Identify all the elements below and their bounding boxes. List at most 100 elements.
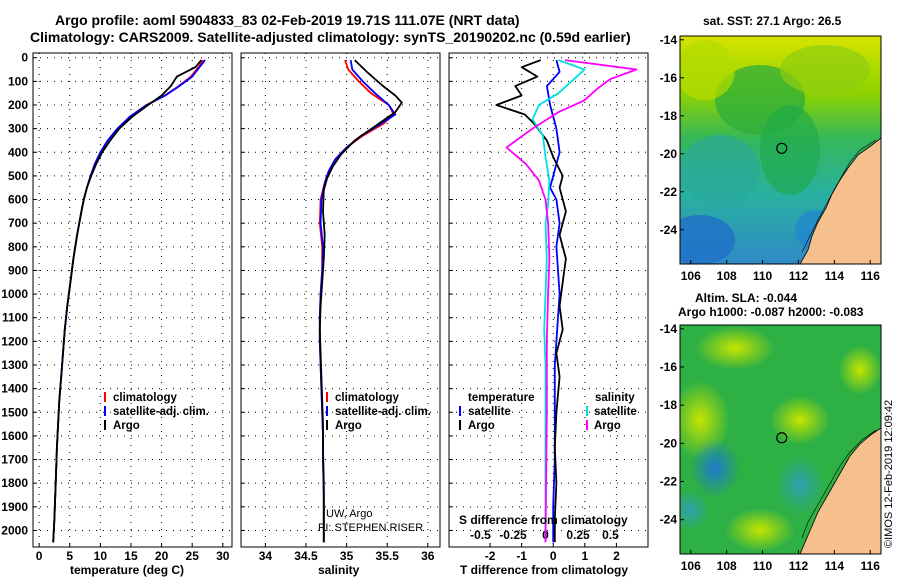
y-tick-label: 500 — [8, 169, 28, 183]
y-tick-label: 1900 — [1, 500, 28, 514]
panel-salinity-frame — [240, 52, 441, 548]
map-x-tick-label: 106 — [681, 559, 701, 573]
legend-label-t-argo: Argo — [468, 420, 495, 432]
y-tick-label: 1600 — [1, 429, 28, 443]
grid-layer — [33, 53, 648, 547]
map-sla-land — [799, 427, 881, 554]
imos-credit: ©IMOS 12-Feb-2019 12:09:42 — [883, 400, 895, 548]
y-tick-label: 800 — [8, 240, 28, 254]
x-tick-label: -1 — [516, 549, 527, 563]
map-sst-land — [799, 137, 881, 264]
legend-salinity: climatology satellite-adj. clim. Argo — [326, 392, 431, 432]
map-y-tick-label: -22 — [660, 474, 678, 488]
x-tick-label-s: -0.5 — [470, 528, 491, 542]
legend-label-satellite: satellite-adj. clim. — [335, 406, 431, 418]
map-x-tick-label: 114 — [825, 559, 845, 573]
y-tick-label: 600 — [8, 193, 28, 207]
series-layer — [52, 59, 638, 543]
y-tick-label: 400 — [8, 145, 28, 159]
map-y-tick-label: -24 — [660, 513, 678, 527]
x-tick-label: 25 — [186, 549, 200, 563]
legend-difference: temperature salinity satellite Argo sate… — [459, 392, 637, 432]
y-tick-label: 700 — [8, 216, 28, 230]
map-x-tick-label: 112 — [789, 269, 809, 283]
map-sst-profile-marker — [776, 142, 788, 154]
map-sla-title: Altim. SLA: -0.044 — [695, 291, 797, 305]
map-y-tick-label: -16 — [660, 360, 678, 374]
x-tick-label: 0 — [550, 549, 557, 563]
legend-swatch-s-argo — [586, 420, 588, 430]
series-t-satellite — [546, 59, 561, 543]
x-tick-label: 2 — [613, 549, 620, 563]
legend-label-satellite: satellite-adj. clim. — [113, 406, 209, 418]
map-x-tick-label: 116 — [861, 559, 881, 573]
header-line2: Climatology: CARS2009. Satellite-adjuste… — [30, 29, 631, 45]
map-sst-image — [680, 36, 881, 264]
series-satellite-adj-clim- — [52, 59, 206, 543]
panel-temperature-frame — [32, 52, 233, 548]
y-tick-label: 1400 — [1, 382, 28, 396]
x-tick-label: 35.5 — [376, 549, 400, 563]
map-x-tick-label: 114 — [825, 269, 845, 283]
legend-label-argo: Argo — [335, 420, 362, 432]
x-tick-label-s: 0.25 — [566, 528, 590, 542]
map-x-tick-label: 108 — [717, 269, 737, 283]
map-sla-profile-marker — [776, 432, 788, 444]
legend-label-argo: Argo — [113, 420, 140, 432]
map-y-tick-label: -24 — [660, 223, 678, 237]
x-tick-label: 0 — [36, 549, 43, 563]
map-x-tick-label: 108 — [717, 559, 737, 573]
series-climatology — [318, 59, 395, 543]
legend-label-s-satellite: satellite — [594, 406, 637, 418]
map-y-tick-label: -18 — [660, 109, 678, 123]
legend-label-s-argo: Argo — [594, 420, 621, 432]
y-tick-label: 900 — [8, 263, 28, 277]
legend-title-salinity: salinity — [595, 392, 635, 404]
x-tick-label: 5 — [66, 549, 73, 563]
legend-swatch-t-satellite — [459, 406, 461, 416]
x-tick-label: 20 — [155, 549, 169, 563]
xlabel-t-difference: T difference from climatology — [460, 563, 628, 577]
map-x-tick-label: 106 — [681, 269, 701, 283]
y-tick-label: 1500 — [1, 405, 28, 419]
x-tick-label-s: 0.5 — [602, 528, 619, 542]
legend-swatch-climatology — [326, 392, 328, 402]
y-tick-label: 1100 — [2, 311, 28, 325]
map-y-tick-label: -22 — [660, 185, 678, 199]
map-sst-frame — [679, 35, 882, 265]
map-x-tick-label: 110 — [753, 559, 773, 573]
xlabel-temperature: temperature (deg C) — [70, 563, 184, 577]
series-argo — [318, 59, 403, 543]
y-tick-label: 2000 — [1, 523, 28, 537]
x-tick-label: 1 — [581, 549, 588, 563]
x-tick-label: 15 — [124, 549, 138, 563]
legend-label-climatology: climatology — [335, 392, 400, 404]
x-tick-label: 34 — [259, 549, 273, 563]
y-tick-label: 100 — [8, 74, 28, 88]
map-sst-ticks: 106 108 110 112 114 116 -14 -16 -18 -20 -22 -24 — [660, 33, 881, 283]
map-sla-frame — [679, 324, 882, 555]
map-sla-subtitle: Argo h1000: -0.087 h2000: -0.083 — [678, 305, 864, 319]
legend-swatch-s-satellite — [586, 406, 588, 416]
panel-difference-frame — [448, 52, 649, 548]
y-tick-label: 0 — [21, 51, 28, 65]
y-tick-label: 1300 — [1, 358, 28, 372]
y-tick-label: 1000 — [1, 287, 28, 301]
series-argo — [52, 59, 203, 543]
x-tick-label: 30 — [216, 549, 230, 563]
legend-label-climatology: climatology — [113, 392, 178, 404]
map-y-tick-label: -16 — [660, 71, 678, 85]
series-satellite-adj-clim- — [318, 59, 397, 543]
legend-swatch-satellite — [326, 406, 328, 416]
legend-swatch-argo — [104, 420, 106, 430]
pi-credit-line1: UW, Argo — [326, 508, 372, 520]
legend-label-t-satellite: satellite — [468, 406, 511, 418]
legend-swatch-satellite — [104, 406, 106, 416]
legend-temperature: climatology satellite-adj. clim. Argo — [104, 392, 209, 432]
map-y-tick-label: -14 — [660, 33, 678, 47]
series-s-argo — [505, 59, 638, 543]
map-sla-image — [680, 325, 881, 554]
map-y-tick-label: -18 — [660, 398, 678, 412]
x-tick-label: 34.5 — [294, 549, 318, 563]
